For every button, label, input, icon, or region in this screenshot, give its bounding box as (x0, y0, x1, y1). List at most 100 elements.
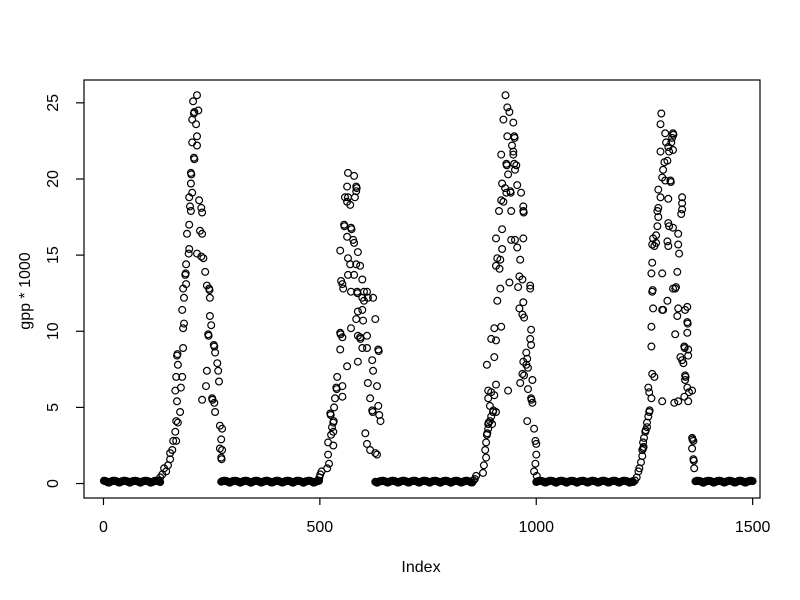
y-tick-label: 10 (45, 322, 62, 340)
data-point (179, 344, 188, 353)
data-point (485, 401, 494, 410)
data-point (527, 325, 536, 334)
data-point (205, 293, 214, 302)
data-point (519, 208, 528, 217)
data-point (499, 197, 508, 206)
data-point (647, 322, 656, 331)
data-point (180, 319, 189, 328)
data-point (683, 328, 692, 337)
data-point (343, 182, 352, 191)
data-point (511, 165, 520, 174)
data-point (482, 453, 491, 462)
data-point (479, 468, 488, 477)
data-point (324, 438, 333, 447)
data-point (178, 372, 187, 381)
data-point (183, 229, 192, 238)
data-point (358, 305, 367, 314)
data-point (690, 464, 699, 473)
plot-generated-layer: 0 500 1000 1500 0 5 10 15 20 25 (45, 79, 771, 536)
data-point (182, 260, 191, 269)
data-point (198, 395, 207, 404)
data-point (511, 235, 520, 244)
data-point (515, 304, 524, 313)
data-point (185, 220, 194, 229)
data-point (684, 351, 693, 360)
data-point (748, 477, 757, 486)
x-tick-label: 1500 (735, 519, 771, 536)
data-point (187, 170, 196, 179)
data-point (482, 360, 491, 369)
data-point (192, 120, 201, 129)
data-point (522, 348, 531, 357)
data-point (168, 446, 177, 455)
data-point (338, 280, 347, 289)
data-point (505, 278, 514, 287)
data-point (481, 446, 490, 455)
data-point (363, 344, 372, 353)
data-point (490, 324, 499, 333)
data-point (352, 260, 361, 269)
data-point (492, 234, 501, 243)
data-point (688, 444, 697, 453)
data-point (678, 199, 687, 208)
data-point (369, 293, 378, 302)
data-point (509, 118, 518, 127)
data-point (198, 229, 207, 238)
data-point (689, 456, 698, 465)
data-point (502, 188, 511, 197)
data-point (506, 188, 515, 197)
data-point (215, 377, 224, 386)
data-point (520, 371, 529, 380)
data-point (469, 476, 478, 485)
data-point (217, 455, 226, 464)
data-point (190, 155, 199, 164)
data-point (186, 207, 195, 216)
data-point (505, 107, 514, 116)
data-point (499, 115, 508, 124)
data-point (497, 150, 506, 159)
data-point (656, 120, 665, 129)
data-point (665, 222, 674, 231)
data-point (333, 372, 342, 381)
data-point (663, 237, 672, 246)
data-point (338, 382, 347, 391)
data-point (530, 424, 539, 433)
data-point (681, 376, 690, 385)
data-point (680, 344, 689, 353)
data-point (688, 386, 697, 395)
data-point (514, 283, 523, 292)
data-point (656, 147, 665, 156)
data-point (360, 296, 369, 305)
data-point (520, 313, 529, 322)
data-point (665, 147, 674, 156)
data-point (199, 254, 208, 263)
data-point (530, 467, 539, 476)
data-point (197, 252, 206, 261)
data-point (347, 225, 356, 234)
data-point (490, 353, 499, 362)
data-point (350, 171, 359, 180)
data-point (324, 450, 333, 459)
data-point (179, 324, 188, 333)
data-point (331, 394, 340, 403)
data-point (527, 341, 536, 350)
x-tick-label: 1000 (518, 519, 554, 536)
data-point (639, 443, 648, 452)
data-point (353, 357, 362, 366)
data-point (363, 439, 372, 448)
data-point (519, 298, 528, 307)
data-point (330, 403, 339, 412)
data-point (675, 249, 684, 258)
data-point (484, 424, 493, 433)
data-point (681, 372, 690, 381)
data-point (648, 258, 657, 267)
data-point (656, 193, 665, 202)
data-point (513, 181, 522, 190)
data-point (683, 319, 692, 328)
data-point (218, 446, 227, 455)
data-point (217, 435, 226, 444)
data-point (678, 193, 687, 202)
data-point (218, 424, 227, 433)
data-point (519, 202, 528, 211)
